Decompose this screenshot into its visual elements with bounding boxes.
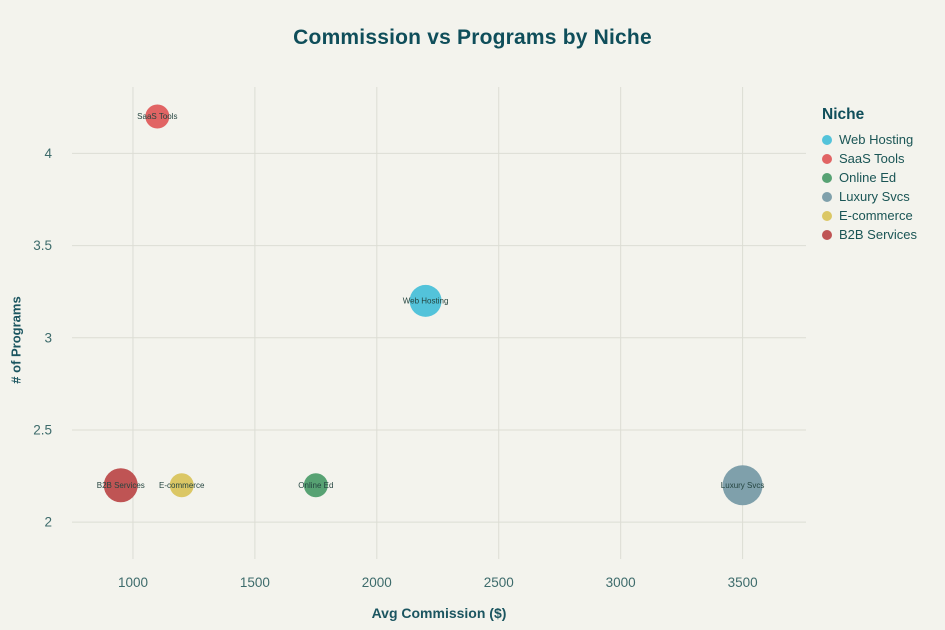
bubble-label: E-commerce [159, 481, 205, 490]
bubble-label: B2B Services [97, 481, 145, 490]
legend-title: Niche [822, 106, 865, 123]
legend: Niche Web Hosting SaaS Tools Online Ed Luxu… [822, 106, 917, 247]
bubble-label: Web Hosting [403, 296, 449, 305]
chart-title: Commission vs Programs by Niche [293, 26, 652, 49]
legend-item-label: E-commerce [839, 208, 913, 223]
legend-item-label: B2B Services [839, 227, 918, 242]
bubble-e-commerce[interactable] [169, 473, 194, 498]
x-tick-label: 3000 [606, 575, 636, 590]
legend-item-web-hosting[interactable]: Web Hosting [822, 132, 917, 147]
y-tick-label: 3 [44, 330, 52, 345]
legend-item-online-ed[interactable]: Online Ed [822, 170, 917, 185]
legend-item-label: Online Ed [839, 170, 897, 185]
y-tick-label: 4 [44, 146, 52, 161]
bubble-b2b-services[interactable] [103, 468, 138, 503]
legend-item-e-commerce[interactable]: E-commerce [822, 208, 917, 223]
y-tick-label: 2 [44, 515, 52, 530]
legend-dot [822, 229, 832, 240]
x-axis-title: Avg Commission ($) [371, 605, 507, 621]
x-tick-label: 1500 [240, 575, 270, 590]
legend-dot [822, 210, 832, 221]
legend-item-label: SaaS Tools [839, 151, 905, 166]
x-tick-label: 2000 [362, 575, 392, 590]
legend-item-b2b-services[interactable]: B2B Services [822, 227, 918, 242]
x-tick-label: 2500 [484, 575, 514, 590]
legend-dot [822, 134, 832, 145]
legend-dot [822, 172, 832, 183]
y-axis-title: # of Programs [8, 296, 24, 384]
bubble-web-hosting[interactable] [409, 284, 442, 317]
bubble-label: SaaS Tools [137, 112, 177, 121]
bubble-saas-tools[interactable] [145, 104, 170, 129]
x-tick-label: 3500 [728, 575, 758, 590]
bubble-label: Luxury Svcs [721, 481, 765, 490]
legend-item-label: Luxury Svcs [839, 189, 910, 204]
y-tick-label: 3.5 [33, 238, 52, 253]
bubble-label: Online Ed [298, 481, 333, 490]
bubble-luxury-svcs[interactable] [722, 465, 763, 506]
legend-items: Web Hosting SaaS Tools Online Ed Luxury Svc… [822, 132, 918, 242]
y-tick-label: 2.5 [33, 422, 52, 437]
legend-item-luxury-svcs[interactable]: Luxury Svcs [822, 189, 917, 204]
legend-item-saas-tools[interactable]: SaaS Tools [822, 151, 917, 166]
x-tick-label: 1000 [118, 575, 148, 590]
bubble-online-ed[interactable] [303, 473, 328, 498]
legend-dot [822, 153, 832, 164]
legend-dot [822, 191, 832, 202]
legend-item-label: Web Hosting [839, 132, 914, 147]
